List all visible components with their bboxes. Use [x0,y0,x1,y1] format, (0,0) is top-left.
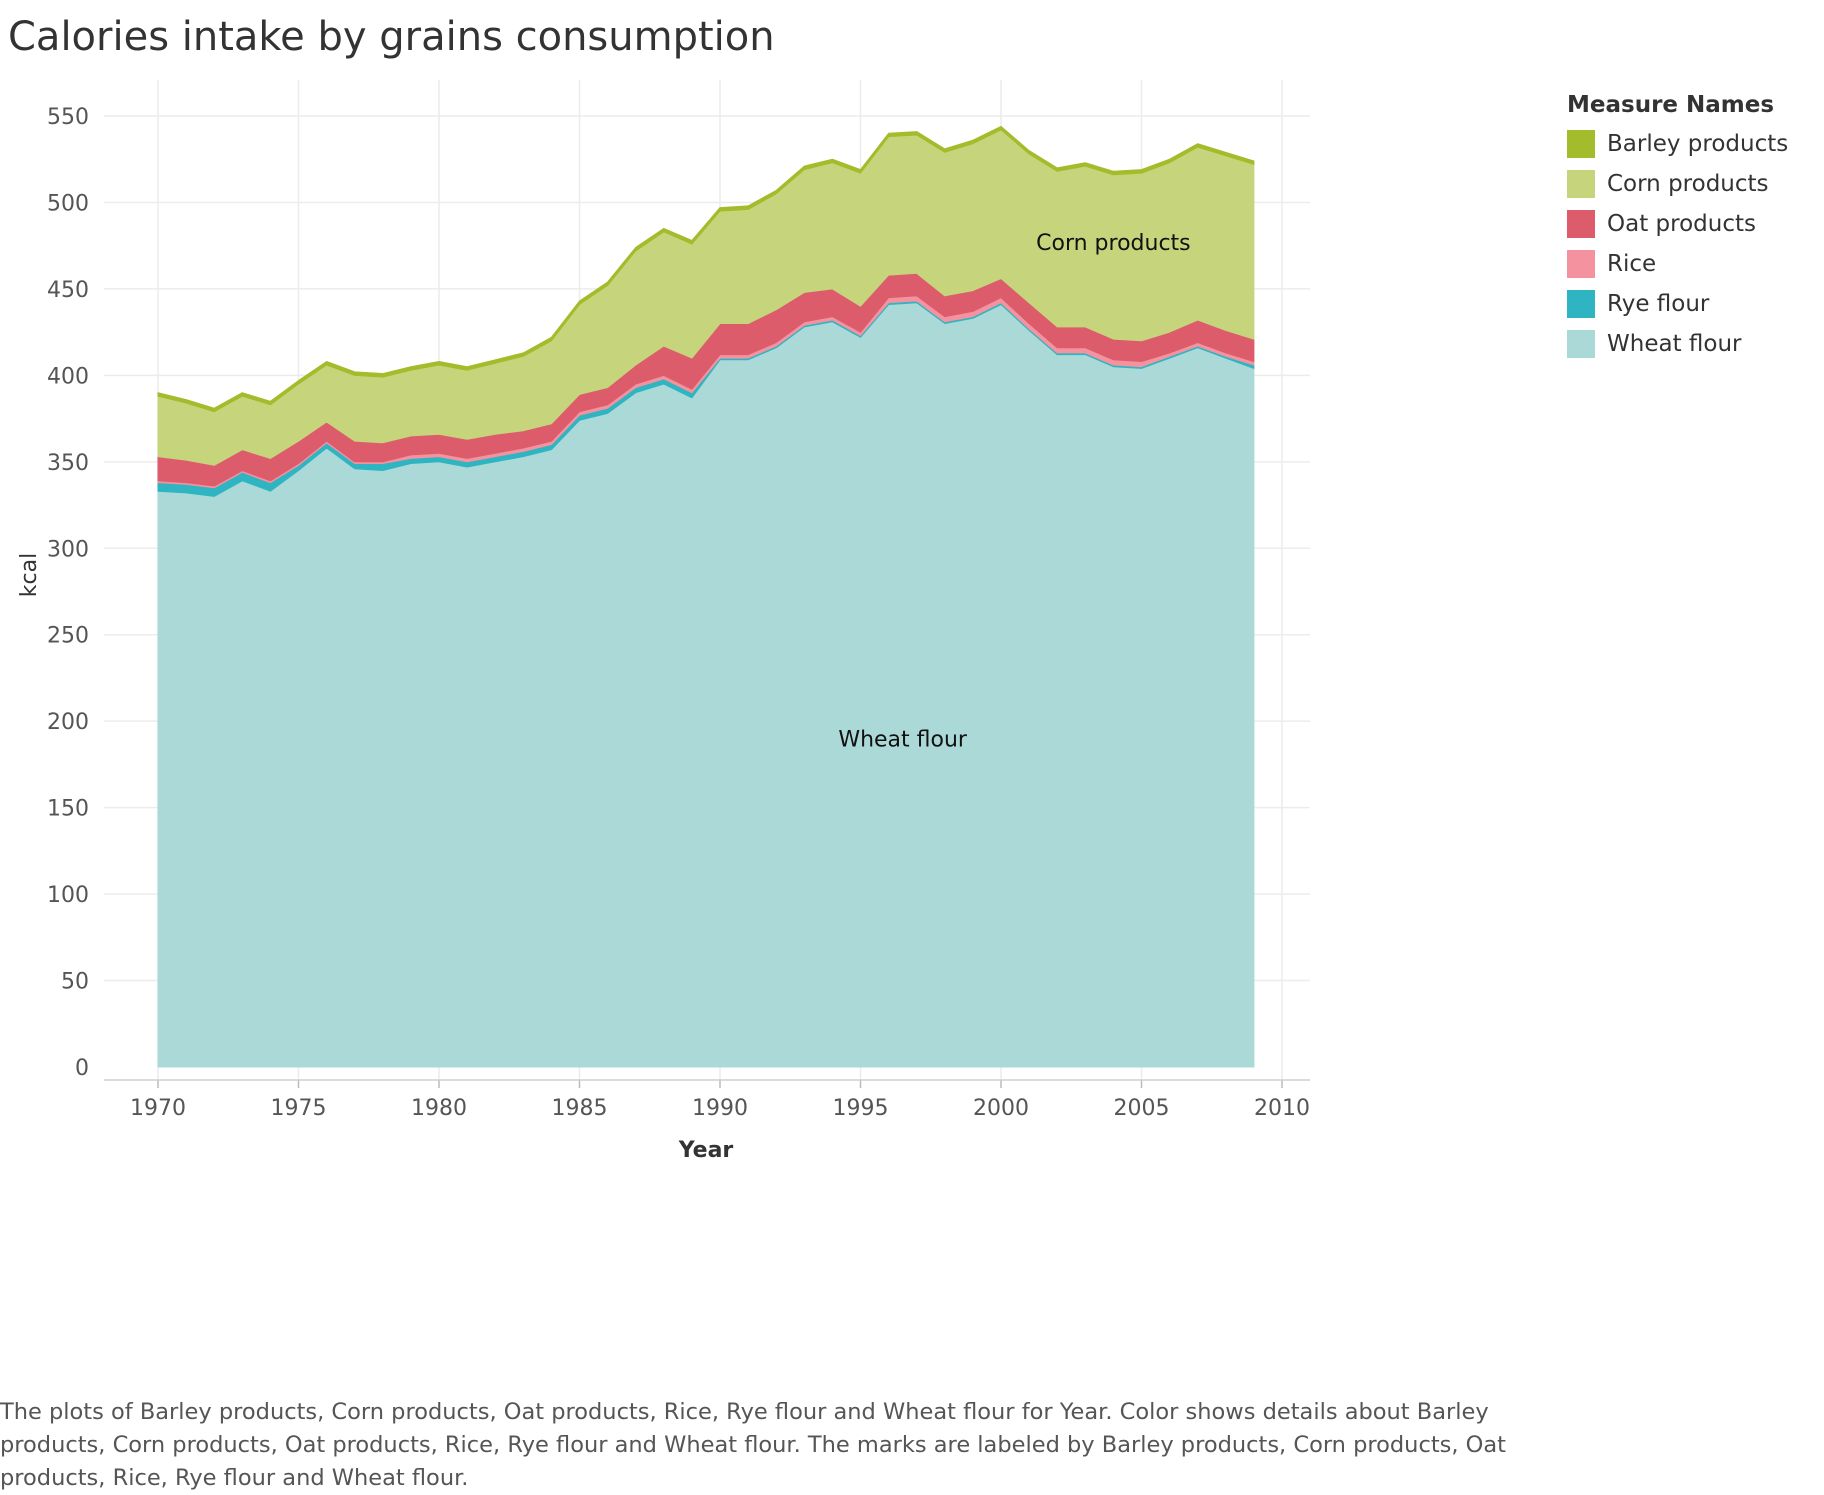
y-tick-label: 550 [47,105,89,130]
y-tick-label: 250 [47,624,89,649]
x-tick-label: 2005 [1114,1096,1170,1121]
legend-swatch [1567,130,1595,158]
mark-label: Wheat flour [838,727,968,752]
legend-swatch [1567,290,1595,318]
legend-item[interactable]: Rice [1567,244,1807,284]
legend: Measure Names Barley products Corn produc… [1567,92,1807,364]
legend-item[interactable]: Barley products [1567,124,1807,164]
y-tick-label: 350 [47,451,89,476]
chart-caption: The plots of Barley products, Corn produ… [0,1399,1506,1491]
y-tick-label: 100 [47,883,89,908]
x-tick-label: 2010 [1254,1096,1310,1121]
y-tick-label: 450 [47,278,89,303]
legend-item[interactable]: Wheat flour [1567,324,1807,364]
x-tick-label: 2000 [973,1096,1029,1121]
legend-items: Barley products Corn products Oat products… [1567,124,1807,364]
legend-label: Corn products [1607,171,1769,197]
legend-title: Measure Names [1567,92,1775,118]
legend-label: Rye flour [1607,291,1710,317]
legend-item[interactable]: Rye flour [1567,284,1807,324]
x-tick-label: 1995 [833,1096,889,1121]
x-tick-label: 1990 [692,1096,748,1121]
area-layers [157,125,1255,1068]
legend-swatch [1567,330,1595,358]
y-tick-label: 200 [47,710,89,735]
x-tick-label: 1975 [271,1096,327,1121]
x-tick-label: 1980 [411,1096,467,1121]
legend-item[interactable]: Oat products [1567,204,1807,244]
legend-swatch [1567,250,1595,278]
x-tick-label: 1970 [130,1096,186,1121]
stacked-area-chart: 0 50 100 150 200 250 300 350 400 450 500 550 1970 197… [17,80,1310,1163]
legend-swatch [1567,210,1595,238]
y-axis-title: kcal [17,553,42,597]
mark-label: Corn products [1036,231,1191,256]
legend-item[interactable]: Corn products [1567,164,1807,204]
legend-label: Oat products [1607,211,1756,237]
legend-swatch [1567,170,1595,198]
legend-label: Rice [1607,251,1657,277]
axes: 0 50 100 150 200 250 300 350 400 450 500 550 1970 197… [17,105,1310,1163]
legend-label: Wheat flour [1607,331,1742,357]
mark-labels: Corn products Wheat flour [838,231,1190,752]
y-tick-label: 500 [47,191,89,216]
y-tick-label: 300 [47,537,89,562]
y-tick-label: 0 [75,1056,89,1081]
chart-title: Calories intake by grains consumption [8,14,775,60]
area-barley-products[interactable] [157,125,1255,413]
x-tick-label: 1985 [552,1096,608,1121]
x-axis-title: Year [678,1138,734,1163]
legend-label: Barley products [1607,131,1789,157]
y-tick-label: 150 [47,797,89,822]
y-tick-label: 50 [61,970,89,995]
y-tick-label: 400 [47,364,89,389]
